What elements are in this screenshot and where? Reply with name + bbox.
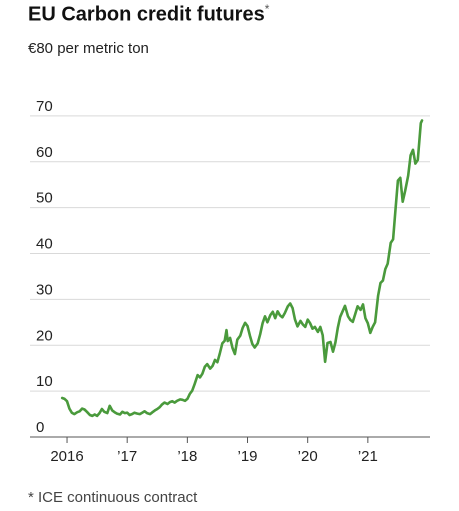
- x-tick-label: ’20: [298, 448, 318, 465]
- y-tick-label: 30: [36, 281, 53, 298]
- chart-title: EU Carbon credit futures*: [28, 2, 270, 26]
- x-tick-label: ’21: [358, 448, 378, 465]
- y-tick-label: 0: [36, 419, 44, 436]
- title-footnote-mark: *: [264, 2, 270, 16]
- series-group: [60, 119, 424, 418]
- y-tick-label: 60: [36, 144, 53, 161]
- chart-subtitle: €80 per metric ton: [28, 40, 149, 57]
- y-axis-tick-labels: 0 10 20 30 40 50 60 70: [36, 98, 53, 436]
- x-tick-label: ’18: [177, 448, 197, 465]
- y-tick-label: 40: [36, 236, 53, 253]
- y-tick-label: 20: [36, 327, 53, 344]
- series-line: [60, 119, 424, 418]
- x-axis-ticks: 2016 ’17 ’18 ’19 ’20 ’21: [50, 437, 378, 465]
- x-tick-label: 2016: [50, 448, 83, 465]
- y-tick-label: 70: [36, 98, 53, 115]
- x-tick-label: ’19: [238, 448, 258, 465]
- y-tick-label: 50: [36, 190, 53, 207]
- x-tick-label: ’17: [117, 448, 137, 465]
- y-tick-label: 10: [36, 373, 53, 390]
- chart-footnote: * ICE continuous contract: [28, 489, 198, 506]
- gridlines: [30, 115, 430, 392]
